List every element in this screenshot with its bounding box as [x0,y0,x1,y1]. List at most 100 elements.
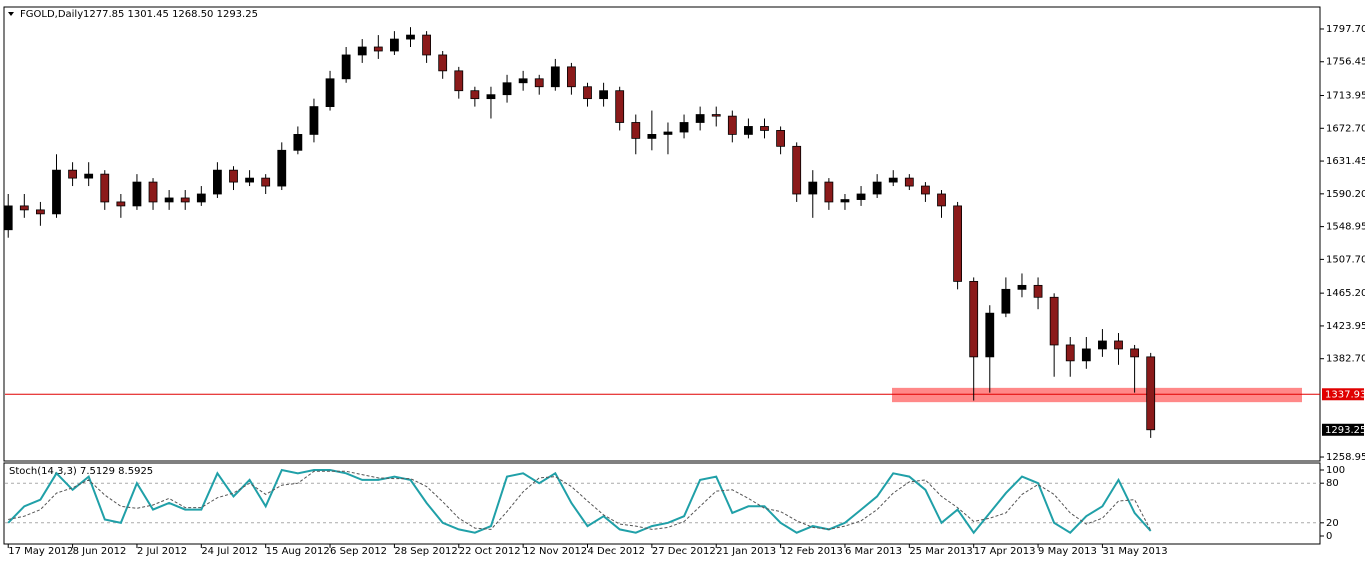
chart-title: FGOLD,Daily [20,9,83,20]
candle-body [631,122,641,139]
x-tick-label: 25 Mar 2013 [909,546,972,557]
y-tick-label: 1756.45 [1326,57,1365,68]
candle-body [438,54,448,72]
candle-body [148,181,158,203]
candle-body [550,66,560,88]
candle-body [985,312,995,358]
y-tick-label: 1258.95 [1326,452,1365,463]
candle-body [776,130,785,147]
candle-body [245,177,254,183]
candle-body [196,193,206,203]
y-tick-label: 1713.95 [1326,91,1365,102]
candle-body [1017,284,1027,290]
candle-body [486,94,496,100]
x-tick-label: 15 Aug 2012 [266,546,330,557]
candle-body [502,82,512,96]
last-price-label: 1293.25 [1325,425,1365,436]
stochastic-line [8,470,1152,531]
candle-body [1033,284,1043,298]
candle-body [164,197,174,203]
candle-body [390,38,399,52]
candle-body [293,134,303,151]
x-tick-label: 27 Dec 2012 [652,546,716,557]
candle-body [695,114,705,123]
candle-body [132,181,142,207]
candle-body [1098,340,1107,350]
candle-body [840,199,850,203]
candle-body [470,90,480,100]
candle-body [599,90,608,100]
price-pane [3,6,1321,462]
y-tick-label: 1631.45 [1326,156,1365,167]
candle-body [100,173,110,203]
candle-body [679,122,689,133]
last-price-bg [1322,423,1364,436]
candle-body [277,149,287,187]
candle-body [567,66,576,88]
x-tick-label: 21 Jan 2013 [716,546,776,557]
collapse-icon[interactable] [8,12,14,16]
candle-body [663,131,673,135]
candle-body [116,201,126,207]
candle-body [744,126,753,135]
candle-body [454,70,464,92]
y-tick-label: 1672.70 [1326,123,1365,134]
indicator-tick-label: 100 [1326,465,1345,476]
x-tick-label: 24 Jul 2012 [201,546,258,557]
y-tick-label: 1465.20 [1326,288,1365,299]
price-line-label-bg [1322,388,1364,401]
candle-body [872,181,882,195]
candle-body [357,46,367,56]
candle-body [937,193,946,207]
candle-body [969,280,979,358]
candle-body [921,185,930,195]
y-tick-label: 1548.95 [1326,222,1365,233]
indicator-tick-label: 20 [1326,518,1339,529]
candle-body [615,90,625,123]
ohlc-readout: 1277.85 1301.45 1268.50 1293.25 [83,9,258,20]
candle-body [904,177,914,187]
x-tick-label: 12 Feb 2013 [781,546,843,557]
candle-body [229,169,238,183]
y-tick-label: 1797.70 [1326,24,1365,35]
candle-body [309,106,319,135]
candle-body [647,134,657,139]
x-tick-label: 28 Sep 2012 [394,546,457,557]
x-tick-label: 12 Nov 2012 [523,546,587,557]
y-tick-label: 1423.95 [1326,321,1365,332]
x-tick-label: 9 May 2013 [1038,546,1097,557]
candle-body [760,126,769,131]
candle-body [341,54,351,80]
candle-body [1065,344,1075,362]
candle-body [325,78,335,107]
x-tick-label: 6 Mar 2013 [845,546,902,557]
candle-body [888,177,898,183]
candle-body [1130,348,1140,358]
candle-body [180,197,190,203]
candle-body [856,193,866,200]
candle-body [792,145,802,195]
y-tick-label: 1507.70 [1326,254,1365,265]
candle-body [824,181,834,203]
candle-body [1146,356,1156,431]
candle-body [1049,296,1059,346]
y-tick-label: 1590.20 [1326,189,1365,200]
candle-body [261,177,271,187]
candle-body [84,173,94,179]
price-line-label: 1337.93 [1325,389,1365,400]
candle-body [36,209,45,215]
candle-body [534,78,544,88]
candle-body [1114,340,1123,350]
indicator-pane [3,462,1321,545]
candle-body [953,205,963,282]
stochastic-line [7,468,1152,535]
candle-body [583,86,592,100]
candle-body [422,34,431,56]
x-tick-label: 6 Sep 2012 [330,546,387,557]
x-tick-label: 17 May 2012 [8,546,73,557]
candle-body [3,205,13,231]
candle-body [808,181,818,195]
x-tick-label: 17 Apr 2013 [974,546,1036,557]
candle-body [52,169,61,215]
